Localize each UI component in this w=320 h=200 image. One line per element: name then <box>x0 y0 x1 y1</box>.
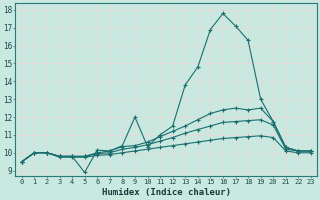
X-axis label: Humidex (Indice chaleur): Humidex (Indice chaleur) <box>102 188 231 197</box>
